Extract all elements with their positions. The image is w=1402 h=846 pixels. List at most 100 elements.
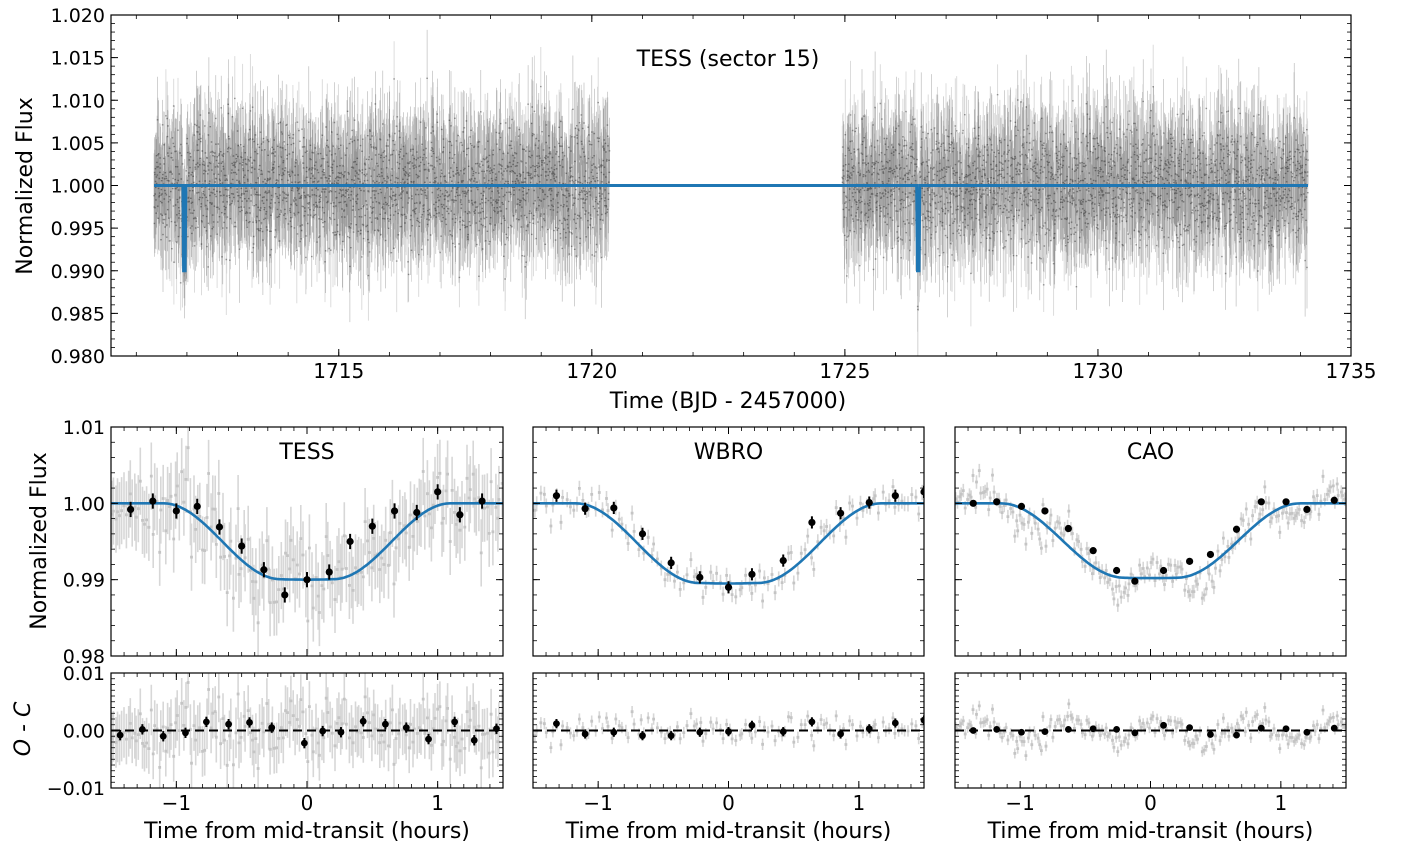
binned-point xyxy=(238,542,246,550)
x-tick-label: 0 xyxy=(722,791,735,815)
binned-point xyxy=(1186,557,1194,565)
binned-point xyxy=(1232,525,1241,533)
binned-point xyxy=(779,556,787,565)
residual-y-axis-label: O - C xyxy=(11,701,36,756)
binned-point xyxy=(193,502,201,510)
flux-data-wbro xyxy=(533,479,924,609)
binned-point xyxy=(1159,566,1168,575)
binned-point xyxy=(1089,547,1097,555)
binned-point xyxy=(127,505,135,514)
binned-point xyxy=(1330,496,1338,504)
binned-point xyxy=(891,492,899,500)
top-panel: 1715 1720 1725 1730 1735 0.980 0.985 0.990 0.995… xyxy=(13,5,1376,414)
binned-point xyxy=(808,518,816,527)
binned-point xyxy=(865,498,873,507)
binned-residual-point xyxy=(639,732,646,740)
binned-residual-point xyxy=(246,719,253,726)
x-tick-label: 1725 xyxy=(819,359,870,383)
flux-frame-cao xyxy=(954,426,1347,657)
y-tick-label: 0.980 xyxy=(51,346,105,368)
x-axis-label: Time from mid-transit (hours) xyxy=(143,819,470,844)
binned-residual-point xyxy=(865,725,873,733)
residual-frame-cao xyxy=(954,672,1347,789)
y-tick-label: 0.98 xyxy=(63,646,105,668)
raw-errorbars-light xyxy=(153,41,1309,327)
panel-title: WBRO xyxy=(694,440,763,465)
binned-residual-point xyxy=(969,727,977,734)
binned-point xyxy=(325,568,333,576)
y-tick-label: 1.00 xyxy=(63,493,105,515)
binned-point xyxy=(346,537,354,546)
binned-residual-point xyxy=(920,716,924,724)
binned-residual-point xyxy=(993,725,1001,733)
binned-residual-point xyxy=(1041,728,1049,736)
binned-point xyxy=(610,504,618,512)
binned-residual-point xyxy=(337,728,345,736)
x-tick-label: 1715 xyxy=(313,359,364,383)
binned-residual-point xyxy=(1257,724,1265,732)
y-tick-label: 0.99 xyxy=(63,570,105,592)
binned-point xyxy=(1113,566,1121,575)
binned-residual-point xyxy=(116,731,124,739)
binned-point xyxy=(434,488,442,496)
y-tick-label: 1.000 xyxy=(51,176,105,198)
binned-point xyxy=(969,499,977,507)
binned-residual-point xyxy=(1233,731,1240,739)
binned-point xyxy=(920,488,924,496)
binned-point xyxy=(724,583,733,591)
binned-point xyxy=(667,559,675,567)
top-panel-frame xyxy=(110,14,1352,357)
x-tick-label: 1 xyxy=(852,791,865,815)
x-tick-label: −1 xyxy=(162,791,191,815)
y-tick-label: 1.020 xyxy=(51,5,105,27)
binned-residual-point xyxy=(696,728,704,736)
binned-residual-point xyxy=(159,732,167,740)
binned-residual-point xyxy=(1131,729,1139,737)
y-tick-label: −0.01 xyxy=(47,778,105,800)
binned-residual-point xyxy=(300,739,308,747)
binned-point xyxy=(368,522,376,530)
binned-residual-point xyxy=(359,717,367,725)
x-tick-label: 1735 xyxy=(1326,359,1377,383)
binned-point xyxy=(456,511,464,519)
panel-title: TESS xyxy=(278,440,334,465)
binned-residual-point xyxy=(779,728,787,736)
y-tick-label: 1.005 xyxy=(51,133,105,155)
residual-data-cao xyxy=(955,698,1346,761)
residual-data-tess xyxy=(111,673,503,788)
y-tick-label: 1.015 xyxy=(51,48,105,70)
x-tick-label: 1 xyxy=(1274,791,1287,815)
model-line xyxy=(154,184,1308,273)
binned-residual-point xyxy=(553,720,560,727)
binned-residual-point xyxy=(1330,724,1338,732)
flux-frame-tess xyxy=(110,426,504,657)
binned-residual-point xyxy=(268,724,276,732)
x-tick-label: −1 xyxy=(583,791,612,815)
residual-frame-wbro xyxy=(532,672,925,789)
binned-residual-point xyxy=(402,724,410,732)
binned-residual-point xyxy=(808,718,816,726)
binned-residual-point xyxy=(667,732,675,740)
binned-point xyxy=(581,505,589,513)
binned-point xyxy=(149,497,157,505)
binned-residual-point xyxy=(1018,728,1025,736)
binned-point xyxy=(1131,577,1139,585)
binned-point xyxy=(172,507,180,515)
flux-data-cao xyxy=(955,463,1346,612)
binned-point xyxy=(748,570,756,578)
y-tick-label: 0.01 xyxy=(63,663,105,685)
x-tick-label: 1730 xyxy=(1072,359,1123,383)
binned-residual-point xyxy=(610,728,618,736)
binned-residual-point xyxy=(202,718,210,726)
top-y-axis-label: Normalized Flux xyxy=(13,97,38,274)
x-axis-label: Time from mid-transit (hours) xyxy=(565,819,892,844)
binned-residual-point xyxy=(1303,728,1311,736)
flux-data-tess xyxy=(111,427,503,656)
binned-residual-point xyxy=(1089,725,1097,733)
x-tick-label: −1 xyxy=(1005,791,1034,815)
binned-point xyxy=(281,591,289,599)
binned-point xyxy=(993,498,1001,506)
top-panel-title: TESS (sector 15) xyxy=(636,47,820,72)
x-tick-label: 1 xyxy=(431,791,444,815)
